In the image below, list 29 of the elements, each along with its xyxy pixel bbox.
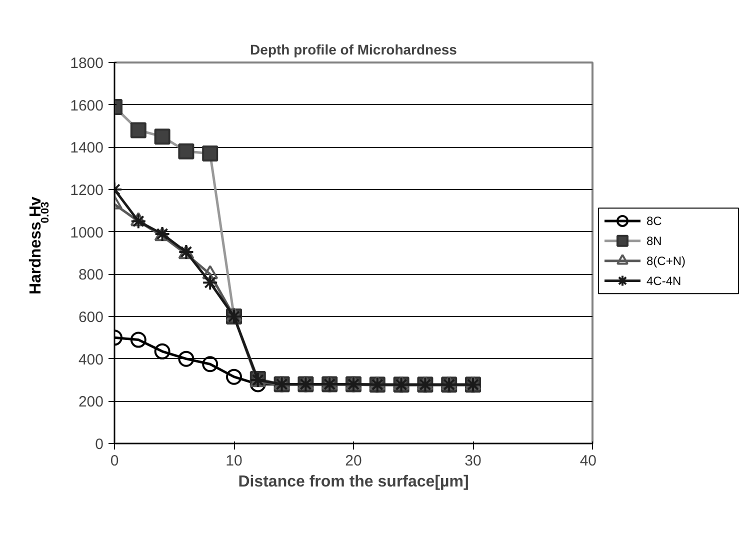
point [154, 343, 170, 360]
y-tick-label: 1200 [70, 182, 104, 199]
point [226, 368, 242, 385]
point [178, 350, 194, 367]
y-tick-label: 1800 [70, 55, 104, 72]
x-tick-label: 0 [110, 452, 119, 470]
x-tick-label: 10 [226, 452, 242, 470]
x-tick-label: 40 [580, 452, 597, 470]
point [130, 332, 146, 348]
y-tick-label: 200 [78, 394, 104, 411]
point [130, 213, 146, 230]
y-tick-label: 0 [95, 436, 104, 453]
y-tick-label: 800 [78, 266, 104, 284]
y-tick-label: 1000 [70, 224, 104, 242]
legend-label: 8(C+N) [646, 254, 686, 268]
legend-label: 8C [646, 214, 662, 228]
legend-label: 8N [646, 234, 662, 248]
x-axis-title: Distance from the surface[µm] [238, 474, 469, 490]
y-tick-label: 1600 [70, 97, 104, 114]
x-tick-label: 30 [464, 452, 482, 470]
legend-label: 4C-4N [646, 274, 682, 288]
y-tick-label: 600 [78, 309, 104, 326]
x-tick-label: 20 [345, 452, 362, 470]
point [202, 356, 218, 372]
y-tick-label: 400 [78, 351, 104, 368]
y-tick-label: 1400 [70, 140, 104, 157]
point [202, 274, 218, 291]
y-axis-title: Hardness Hv0.03 [28, 196, 52, 295]
chart-title: Depth profile of Microhardness [250, 42, 458, 58]
